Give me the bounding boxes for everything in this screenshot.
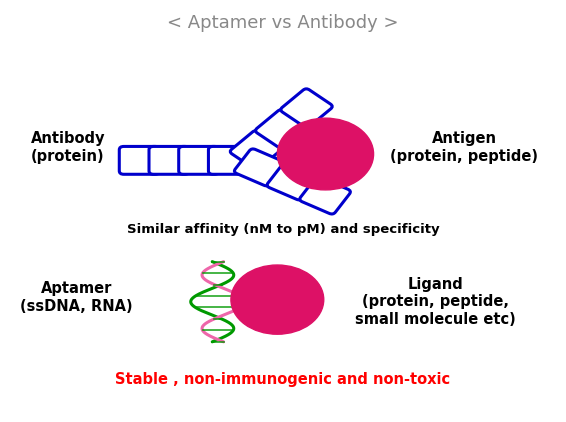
Text: Antibody
(protein): Antibody (protein) <box>31 132 105 164</box>
Text: Stable , non-immunogenic and non-toxic: Stable , non-immunogenic and non-toxic <box>115 372 451 387</box>
FancyBboxPatch shape <box>149 146 189 174</box>
Text: Ligand
(protein, peptide,
small molecule etc): Ligand (protein, peptide, small molecule… <box>355 277 516 327</box>
FancyBboxPatch shape <box>119 146 160 174</box>
FancyBboxPatch shape <box>230 131 282 169</box>
Text: Similar affinity (nM to pM) and specificity: Similar affinity (nM to pM) and specific… <box>127 224 439 236</box>
FancyBboxPatch shape <box>267 163 318 200</box>
Circle shape <box>231 265 324 334</box>
Text: Antigen
(protein, peptide): Antigen (protein, peptide) <box>390 132 538 164</box>
Text: < Aptamer vs Antibody >: < Aptamer vs Antibody > <box>167 14 399 32</box>
FancyBboxPatch shape <box>281 89 332 127</box>
Circle shape <box>277 118 374 190</box>
Text: Aptamer
(ssDNA, RNA): Aptamer (ssDNA, RNA) <box>20 281 132 314</box>
FancyBboxPatch shape <box>234 149 285 186</box>
FancyBboxPatch shape <box>208 146 248 174</box>
FancyBboxPatch shape <box>179 146 219 174</box>
FancyBboxPatch shape <box>300 177 350 214</box>
FancyBboxPatch shape <box>255 110 307 148</box>
